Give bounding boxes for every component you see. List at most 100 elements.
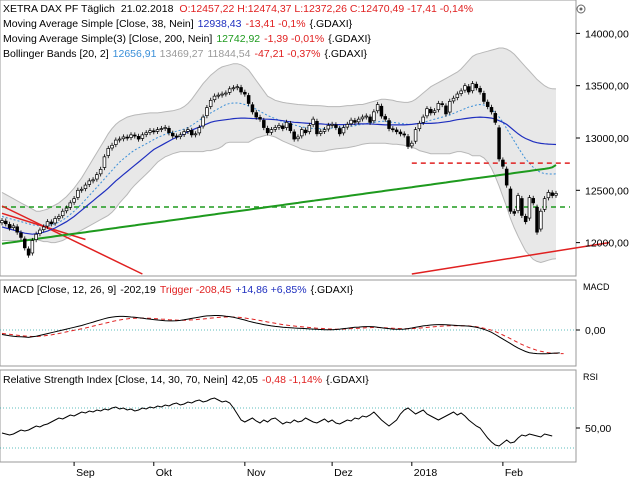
trendline-2 (1, 205, 143, 275)
macd-legend: MACD [Close, 12, 26, 9] -202,19 Trigger -20… (3, 284, 354, 296)
price-tick-label: 12500,00 (585, 185, 629, 197)
ma38-legend-value: 12938,43 (198, 18, 242, 30)
candle-body (87, 180, 92, 185)
x-tick-label: 2018 (414, 467, 438, 479)
candle-body (49, 221, 54, 225)
candle-body (326, 125, 331, 130)
candle-body (129, 134, 133, 138)
macd-legend-label: MACD [Close, 12, 26, 9] (3, 284, 116, 296)
price-tick-label: 13000,00 (585, 133, 629, 145)
candle-body (368, 116, 372, 123)
candle-body (91, 179, 95, 182)
candle-body (482, 93, 486, 102)
candle-body (379, 105, 384, 117)
candle-body (64, 207, 69, 212)
price-layer (0, 47, 610, 275)
candle-body (53, 218, 57, 224)
candle-body (201, 116, 205, 127)
candle-body (504, 168, 509, 186)
candle-body (485, 101, 490, 107)
candle-body (117, 138, 122, 141)
candle-body (398, 131, 403, 135)
x-tick-label: Sep (76, 467, 95, 479)
svg-text:MACD [Close, 12, 26, 9]-202,19: MACD [Close, 12, 26, 9] -202,19 Trigger -20… (3, 284, 354, 296)
candle-body (114, 139, 118, 145)
candle-body (512, 211, 517, 214)
trendline-4 (411, 241, 610, 275)
candle-body (474, 83, 479, 89)
bollinger-upper-line (1, 47, 557, 212)
chart-title: XETRA DAX PF Täglich (3, 3, 115, 15)
candle-body (478, 88, 482, 93)
ma38-legend-label: Moving Average Simple [Close, 38, Nein] (3, 18, 194, 30)
candle-body (284, 121, 289, 128)
macd-legend-value: -202,19 (120, 284, 156, 296)
macd-panel-label: MACD (583, 282, 610, 292)
x-tick-label: Dez (334, 467, 353, 479)
candle-body (429, 108, 433, 114)
bb-legend-change: -47,21 -0,37% (254, 48, 320, 60)
price-tick-label: 12000,00 (585, 238, 629, 250)
candle-body (353, 120, 357, 123)
candle-body (493, 113, 498, 123)
candle-body (341, 127, 346, 134)
candle-body (106, 148, 110, 156)
candle-body (535, 206, 539, 233)
macd-tick-label: 0,00 (585, 325, 606, 337)
candle-body (102, 156, 107, 168)
candle-body (360, 116, 365, 120)
candle-body (152, 130, 156, 133)
rsi-legend-value: 42,05 (232, 374, 258, 386)
candle-body (258, 117, 262, 120)
rsi-tick-label: 50,00 (585, 423, 611, 435)
candle-body (337, 128, 342, 135)
candle-body (83, 184, 88, 189)
candle-body (334, 124, 338, 128)
settings-icon[interactable] (576, 4, 586, 14)
candle-body (167, 127, 171, 134)
svg-text:Relative Strength Index [Close: Relative Strength Index [Close, 14, 30, … (3, 374, 369, 386)
price-tick-label: 14000,00 (585, 28, 629, 40)
bollinger-middle-line (1, 102, 557, 227)
candle-body (508, 188, 513, 212)
candle-body (345, 124, 350, 128)
candle-body (41, 226, 46, 230)
ma200-legend-symbol: {.GDAXI} (328, 33, 371, 45)
axes-layer: 14000,00 13500,00 13000,00 12500,00 12000,00… (73, 28, 629, 479)
macd-panel-frame (0, 279, 577, 367)
candle-body (307, 125, 312, 133)
candle-body (281, 125, 285, 129)
candle-body (432, 110, 437, 113)
price-legend: XETRA DAX PF Täglich 21.02.2018 O:12457,22… (3, 3, 473, 60)
candle-body (539, 210, 543, 230)
candle-body (243, 91, 247, 95)
candle-body (193, 133, 198, 136)
candle-body (197, 127, 202, 134)
candle-body (140, 134, 145, 139)
ma38-legend-symbol: {.GDAXI} (310, 18, 353, 30)
candle-body (178, 134, 183, 137)
candle-body (542, 198, 547, 210)
candle-body (45, 221, 50, 227)
candle-body (440, 103, 444, 105)
candle-body (364, 115, 369, 118)
bb-legend-upper: 13469,27 (160, 48, 204, 60)
candle-body (463, 85, 467, 91)
candle-body (174, 135, 179, 138)
candle-body (311, 118, 315, 125)
x-tick-label: Feb (505, 467, 523, 479)
candle-body (0, 220, 4, 224)
candle-body (23, 238, 27, 249)
ma200-legend-label: Moving Average Simple(3) [Close, 200, Ne… (3, 33, 212, 45)
ma38-legend-change: -13,41 -0,1% (245, 18, 305, 30)
candle-body (186, 129, 190, 132)
candle-body (546, 192, 551, 199)
rsi-legend-label: Relative Strength Index [Close, 14, 30, … (3, 374, 228, 386)
candle-body (159, 128, 164, 130)
candle-body (95, 174, 99, 180)
candle-body (372, 111, 376, 122)
candle-body (254, 112, 258, 118)
candle-body (189, 130, 194, 136)
candle-body (155, 129, 160, 132)
svg-text:Moving Average Simple(3) [Clos: Moving Average Simple(3) [Close, 200, Ne… (3, 33, 371, 45)
